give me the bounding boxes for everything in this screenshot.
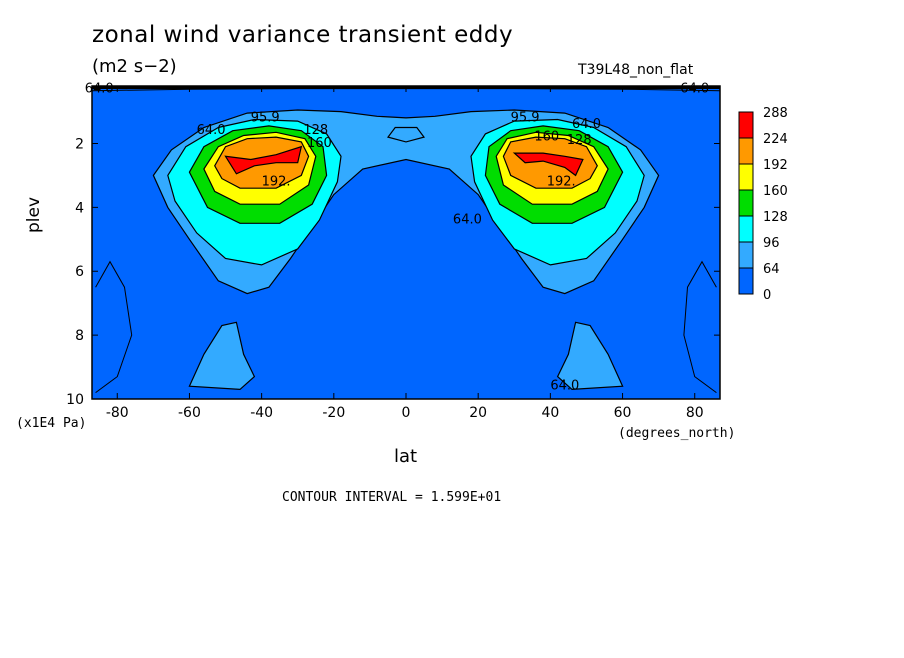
y-axis-label: plev xyxy=(24,196,44,233)
contour-label: 160 xyxy=(307,136,332,151)
x-tick-label: -20 xyxy=(322,405,345,421)
y-axis-units: (x1E4 Pa) xyxy=(16,416,87,431)
x-tick-label: -40 xyxy=(250,405,273,421)
colorbar-swatch xyxy=(738,163,754,191)
colorbar-label: 0 xyxy=(763,288,771,303)
contour-label: 64.0 xyxy=(197,123,226,138)
contour-line-north-edge xyxy=(683,260,717,394)
colorbar-label: 128 xyxy=(763,210,788,225)
contour-label: 95.9 xyxy=(511,110,540,125)
contour-label: 192. xyxy=(547,174,576,189)
colorbar-label: 96 xyxy=(763,236,780,251)
contour-label: 95.9 xyxy=(251,110,280,125)
colorbar-swatch xyxy=(738,137,754,165)
x-tick-label: -60 xyxy=(178,405,201,421)
y-tick-label: 2 xyxy=(75,136,84,152)
colorbar-swatch xyxy=(738,267,754,295)
colorbar-swatch xyxy=(738,215,754,243)
colorbar-label: 288 xyxy=(763,106,788,121)
contour-label: 192. xyxy=(262,174,291,189)
y-tick-label: 4 xyxy=(75,200,84,216)
x-tick-label: 0 xyxy=(402,405,411,421)
x-tick-label: -80 xyxy=(106,405,129,421)
contour-label: 128 xyxy=(303,123,328,138)
low-patch-north xyxy=(556,321,624,391)
x-tick-label: 80 xyxy=(686,405,704,421)
max-region-north xyxy=(512,152,584,177)
contour-label: 64.0 xyxy=(680,82,709,97)
contour-line-south-edge xyxy=(95,260,133,394)
chart-units: (m2 s−2) xyxy=(92,56,177,77)
chart-title: zonal wind variance transient eddy xyxy=(92,22,514,48)
colorbar-swatch xyxy=(738,241,754,269)
x-tick-label: 20 xyxy=(469,405,487,421)
contour-label: 128 xyxy=(567,133,592,148)
y-tick-label: 8 xyxy=(75,328,84,344)
colorbar-swatch xyxy=(738,111,754,139)
y-tick-label: 6 xyxy=(75,264,84,280)
x-axis-label: lat xyxy=(394,446,418,467)
contour-label: 64.0 xyxy=(85,82,114,97)
colorbar-label: 224 xyxy=(763,132,788,147)
x-tick-label: 40 xyxy=(541,405,559,421)
colorbar-label: 64 xyxy=(763,262,780,277)
colorbar-label: 160 xyxy=(763,184,788,199)
y-tick-label: 10 xyxy=(66,392,84,408)
colorbar-label: 192 xyxy=(763,158,788,173)
contour-label: 160 xyxy=(534,130,559,145)
colorbar-swatch xyxy=(738,189,754,217)
contour-interval: CONTOUR INTERVAL = 1.599E+01 xyxy=(282,490,502,505)
max-region-south xyxy=(224,145,303,175)
contour-label: 64.0 xyxy=(453,213,482,228)
contour-label: 64.0 xyxy=(550,379,579,394)
equator-blob xyxy=(386,126,426,143)
x-axis-units: (degrees_north) xyxy=(618,426,736,441)
x-tick-label: 60 xyxy=(614,405,632,421)
contour-label: 64.0 xyxy=(572,117,601,132)
low-patch-south xyxy=(188,321,256,391)
run-label: T39L48_non_flat xyxy=(578,62,694,78)
